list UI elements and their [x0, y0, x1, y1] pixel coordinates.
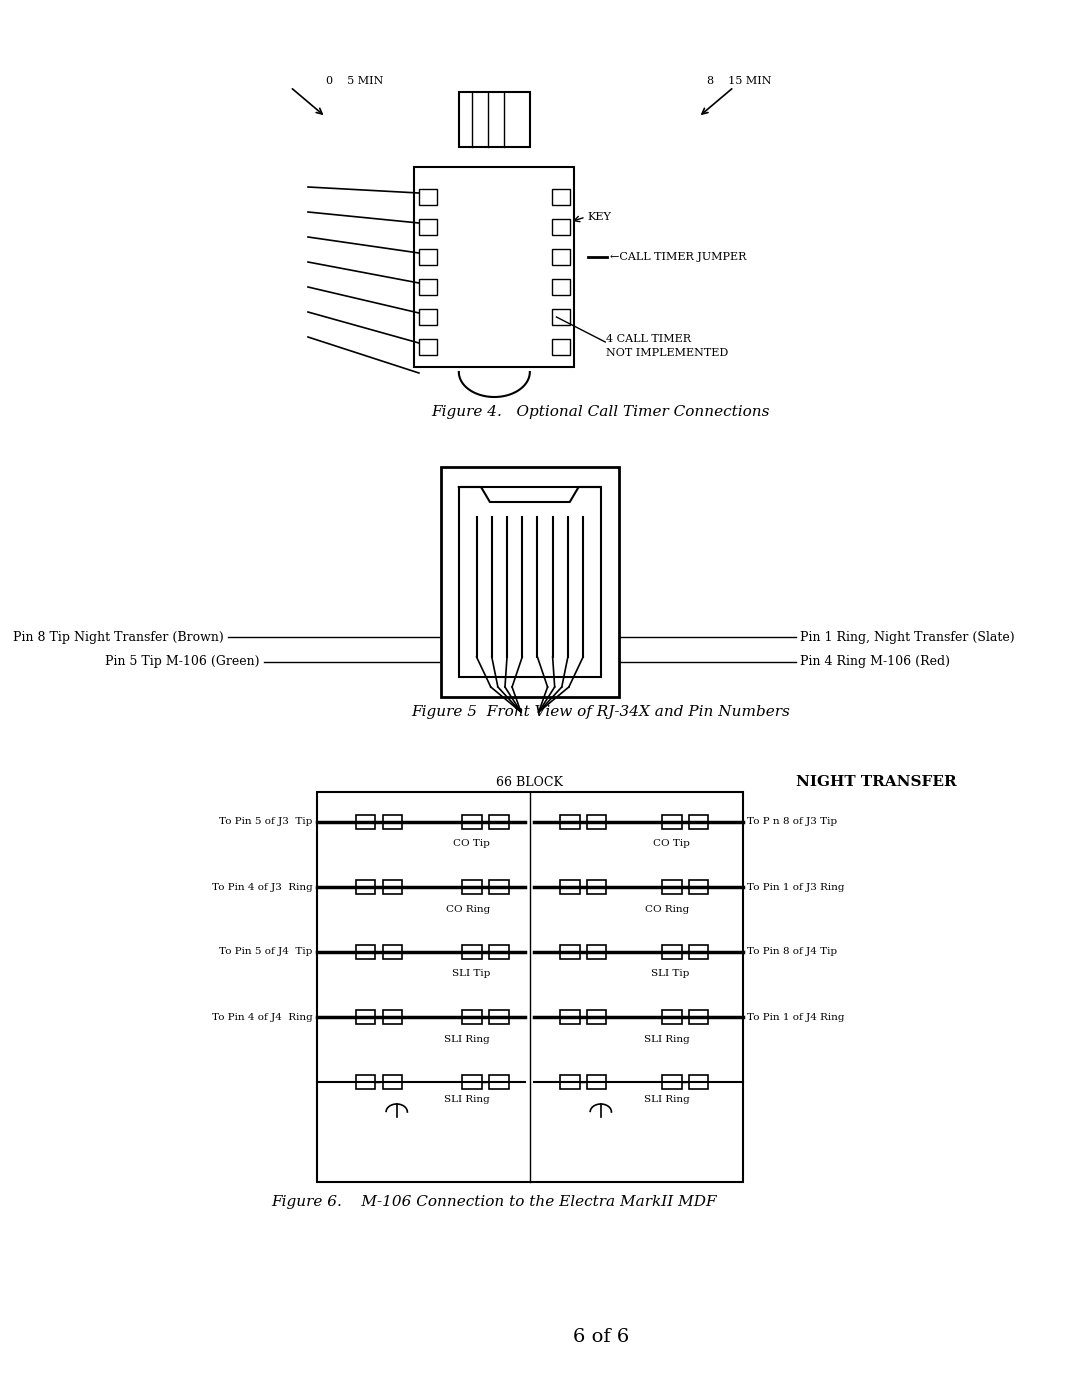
Bar	[419, 249, 436, 265]
Bar	[689, 1076, 708, 1090]
Bar	[459, 92, 530, 147]
Bar	[561, 880, 580, 894]
Bar	[561, 1076, 580, 1090]
Bar	[552, 339, 570, 355]
Bar	[462, 1010, 482, 1024]
Bar	[552, 219, 570, 235]
Text: ←CALL TIMER JUMPER: ←CALL TIMER JUMPER	[610, 251, 746, 263]
Bar	[419, 339, 436, 355]
Bar	[561, 944, 580, 958]
Bar	[419, 279, 436, 295]
Text: Pin 4 Ring M-106 (Red): Pin 4 Ring M-106 (Red)	[800, 655, 950, 669]
Bar	[586, 944, 606, 958]
Text: 4 CALL TIMER: 4 CALL TIMER	[606, 334, 691, 344]
Bar	[662, 944, 681, 958]
Bar	[356, 944, 376, 958]
Text: Figure 4.   Optional Call Timer Connections: Figure 4. Optional Call Timer Connection…	[432, 405, 770, 419]
Bar	[356, 1010, 376, 1024]
Bar	[561, 814, 580, 828]
Bar	[489, 814, 509, 828]
Bar	[462, 814, 482, 828]
Text: SLI Ring: SLI Ring	[644, 1035, 689, 1044]
Text: To P n 8 of J3 Tip: To P n 8 of J3 Tip	[747, 817, 837, 827]
Bar	[382, 880, 402, 894]
Text: To Pin 5 of J4  Tip: To Pin 5 of J4 Tip	[219, 947, 312, 957]
Bar	[489, 1010, 509, 1024]
Text: To Pin 8 of J4 Tip: To Pin 8 of J4 Tip	[747, 947, 837, 957]
Text: 66 BLOCK: 66 BLOCK	[497, 775, 564, 788]
Bar	[662, 880, 681, 894]
Text: To Pin 1 of J4 Ring: To Pin 1 of J4 Ring	[747, 1013, 845, 1021]
Bar	[419, 189, 436, 205]
Bar	[419, 309, 436, 326]
Bar	[552, 309, 570, 326]
Text: SLI Ring: SLI Ring	[644, 1095, 689, 1105]
Text: SLI Tip: SLI Tip	[451, 970, 490, 978]
Text: 8    15 MIN: 8 15 MIN	[707, 75, 772, 87]
Bar	[489, 944, 509, 958]
Bar	[356, 814, 376, 828]
Text: CO Ring: CO Ring	[446, 904, 490, 914]
Bar	[586, 880, 606, 894]
Text: Pin 5 Tip M-106 (Green): Pin 5 Tip M-106 (Green)	[105, 655, 259, 669]
Bar	[356, 880, 376, 894]
Bar	[382, 944, 402, 958]
Bar	[459, 488, 600, 678]
Text: To Pin 5 of J3  Tip: To Pin 5 of J3 Tip	[219, 817, 312, 827]
Text: SLI Ring: SLI Ring	[444, 1095, 490, 1105]
Text: NOT IMPLEMENTED: NOT IMPLEMENTED	[606, 348, 728, 358]
Bar	[662, 814, 681, 828]
Bar	[586, 1010, 606, 1024]
Bar	[586, 1076, 606, 1090]
Text: SLI Tip: SLI Tip	[651, 970, 689, 978]
Bar	[462, 1076, 482, 1090]
Bar	[552, 279, 570, 295]
Text: KEY: KEY	[588, 212, 611, 222]
Bar	[316, 792, 743, 1182]
Text: CO Tip: CO Tip	[453, 840, 490, 848]
Text: CO Tip: CO Tip	[652, 840, 689, 848]
Bar	[689, 880, 708, 894]
Bar	[561, 1010, 580, 1024]
Bar	[382, 814, 402, 828]
Text: CO Ring: CO Ring	[646, 904, 689, 914]
Bar	[441, 467, 619, 697]
Bar	[662, 1076, 681, 1090]
Text: Figure 6.    M-106 Connection to the Electra MarkII MDF: Figure 6. M-106 Connection to the Electr…	[271, 1194, 717, 1208]
Text: To Pin 4 of J4  Ring: To Pin 4 of J4 Ring	[212, 1013, 312, 1021]
Bar	[489, 880, 509, 894]
Bar	[689, 944, 708, 958]
Bar	[689, 814, 708, 828]
Bar	[586, 814, 606, 828]
Bar	[382, 1010, 402, 1024]
Bar	[552, 249, 570, 265]
Bar	[689, 1010, 708, 1024]
Bar	[489, 1076, 509, 1090]
Bar	[462, 944, 482, 958]
Text: 6 of 6: 6 of 6	[572, 1329, 629, 1345]
Text: Figure 5  Front View of RJ-34X and Pin Numbers: Figure 5 Front View of RJ-34X and Pin Nu…	[411, 705, 791, 719]
Text: Pin 8 Tip Night Transfer (Brown): Pin 8 Tip Night Transfer (Brown)	[13, 630, 224, 644]
Text: To Pin 4 of J3  Ring: To Pin 4 of J3 Ring	[212, 883, 312, 891]
Text: To Pin 1 of J3 Ring: To Pin 1 of J3 Ring	[747, 883, 845, 891]
Bar	[419, 219, 436, 235]
Text: NIGHT TRANSFER: NIGHT TRANSFER	[796, 775, 956, 789]
Text: 0    5 MIN: 0 5 MIN	[326, 75, 383, 87]
Bar	[415, 168, 575, 367]
Bar	[356, 1076, 376, 1090]
Bar	[382, 1076, 402, 1090]
Bar	[662, 1010, 681, 1024]
Text: Pin 1 Ring, Night Transfer (Slate): Pin 1 Ring, Night Transfer (Slate)	[800, 630, 1015, 644]
Text: SLI Ring: SLI Ring	[444, 1035, 490, 1044]
Bar	[462, 880, 482, 894]
Bar	[552, 189, 570, 205]
